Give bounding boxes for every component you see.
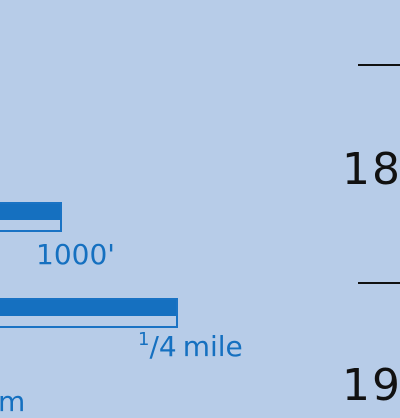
- fraction-denominator: 4: [158, 330, 177, 363]
- fraction-numerator: 1: [138, 329, 150, 350]
- grid-edge-tick: [358, 282, 400, 284]
- grid-row-number-18: 18: [342, 144, 400, 195]
- scale-bar-fill: [0, 300, 176, 316]
- scale-label-feet: 1000': [36, 238, 115, 271]
- scale-bar-quarter-mile: [0, 298, 178, 328]
- scale-bar-fill: [0, 204, 60, 220]
- scale-label-mile: 1/4 mile: [138, 330, 243, 363]
- scale-bar-1000-feet: [0, 202, 62, 232]
- grid-row-number-19: 19: [342, 360, 400, 411]
- partial-scale-label: m: [0, 385, 26, 418]
- grid-edge-tick: [358, 64, 400, 66]
- fraction-slash: /: [149, 330, 159, 363]
- mile-unit: mile: [182, 330, 243, 363]
